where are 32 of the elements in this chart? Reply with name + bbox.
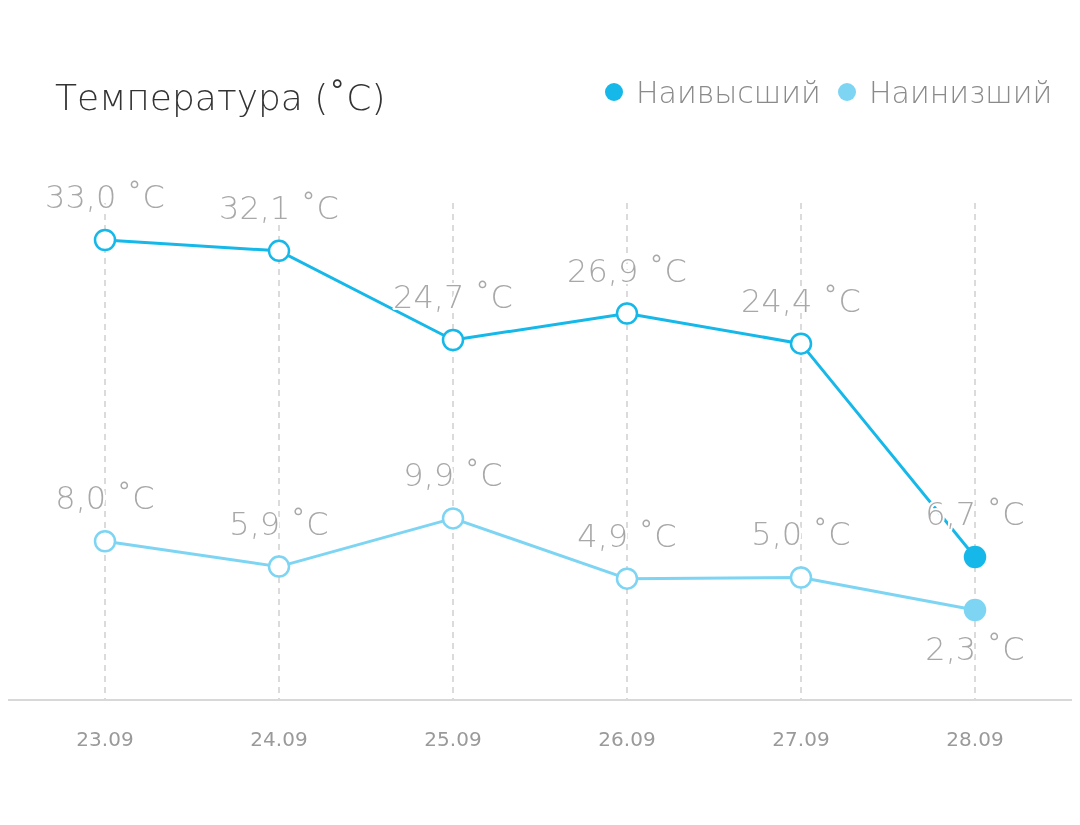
- data-label: 5,0 ˚C: [751, 515, 851, 554]
- point: [93, 530, 117, 553]
- point: [267, 555, 291, 578]
- x-tick-label: 26.09: [598, 727, 656, 751]
- legend-label: Наинизший: [869, 75, 1053, 110]
- point: [267, 239, 291, 263]
- point: [93, 228, 117, 252]
- data-label: 26,9 ˚C: [567, 251, 687, 290]
- x-tick-label: 23.09: [76, 727, 134, 751]
- chart-title: Температура (˚C): [55, 77, 386, 118]
- x-tick-label: 25.09: [424, 727, 482, 751]
- x-tick-label: 24.09: [250, 727, 308, 751]
- point: [963, 598, 987, 622]
- point: [615, 567, 639, 590]
- data-label: 4,9 ˚C: [577, 516, 677, 555]
- data-label: 8,0 ˚C: [55, 479, 155, 518]
- x-tick-label: 28.09: [946, 727, 1004, 751]
- point: [441, 328, 465, 352]
- data-label: 32,1 ˚C: [219, 188, 339, 227]
- point: [615, 302, 639, 325]
- point: [789, 566, 813, 589]
- legend-label: Наивысший: [636, 75, 821, 110]
- point: [789, 332, 813, 355]
- x-tick-label: 27.09: [772, 727, 830, 751]
- data-label: 5,9 ˚C: [229, 504, 329, 543]
- data-label: 24,7 ˚C: [393, 278, 513, 317]
- data-label: 2,3 ˚C: [925, 630, 1025, 668]
- data-label: 33,0 ˚C: [45, 178, 165, 216]
- data-label: 24,4 ˚C: [741, 281, 861, 320]
- point: [963, 545, 987, 569]
- data-label: 9,9 ˚C: [403, 456, 503, 495]
- point: [441, 507, 465, 530]
